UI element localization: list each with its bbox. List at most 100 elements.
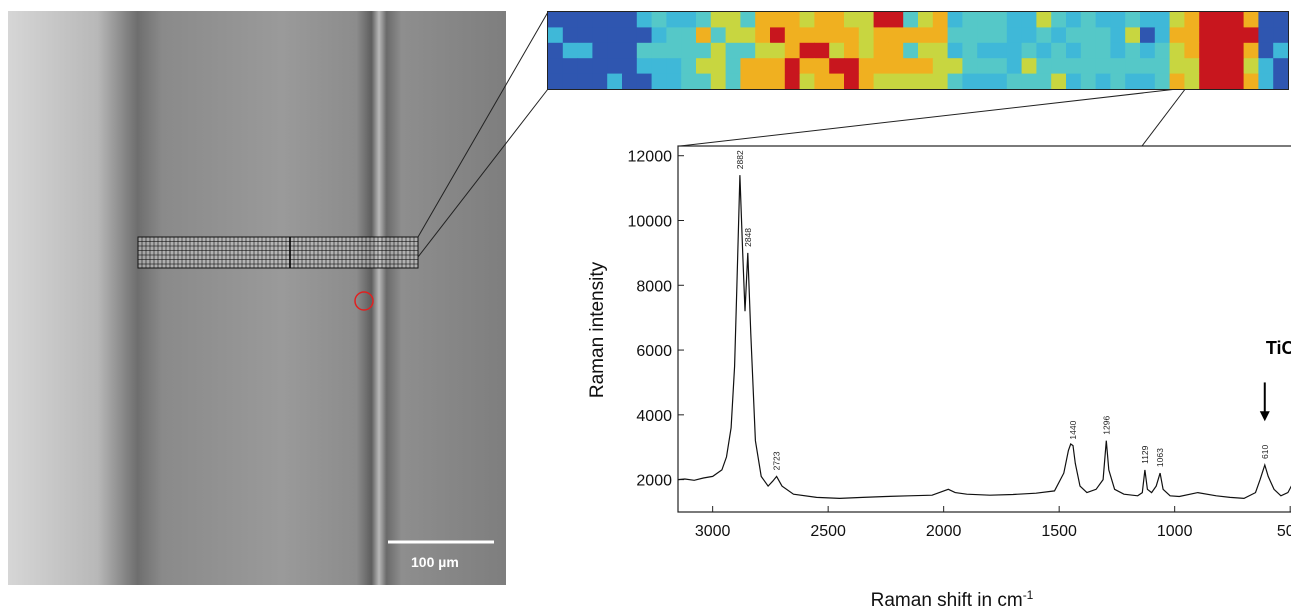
heatmap-cell <box>770 42 786 59</box>
x-axis-title: Raman shift in cm-1 <box>871 588 1034 611</box>
heatmap-cell <box>592 58 608 75</box>
y-tick-label: 10000 <box>628 213 673 230</box>
heatmap-cell <box>829 73 845 89</box>
heatmap-cell <box>799 58 815 75</box>
heatmap-cell <box>844 58 860 75</box>
heatmap-cell <box>725 12 741 28</box>
heatmap-cell <box>977 42 993 59</box>
heatmap-cell <box>992 42 1008 59</box>
heatmap-cell <box>607 12 623 28</box>
heatmap-cell <box>710 73 727 89</box>
heatmap-cell <box>858 27 875 44</box>
heatmap-cell <box>1154 73 1171 89</box>
heatmap-cell <box>873 58 889 75</box>
heatmap-cell <box>607 58 623 75</box>
heatmap-cell <box>844 12 860 28</box>
heatmap-cell <box>1080 12 1097 28</box>
heatmap-cell <box>725 27 741 44</box>
heatmap-cell <box>1006 73 1023 89</box>
heatmap-cell <box>858 42 875 59</box>
heatmap-cell <box>858 58 875 75</box>
heatmap-cell <box>622 12 638 28</box>
heatmap-cell <box>903 12 919 28</box>
heatmap-cell <box>1258 27 1274 44</box>
heatmap-cell <box>873 27 889 44</box>
heatmap-cell <box>903 42 919 59</box>
heatmap-cell <box>1258 42 1274 59</box>
heatmap-cell <box>607 27 623 44</box>
heatmap-cell <box>799 12 815 28</box>
heatmap-cell <box>1095 42 1111 59</box>
heatmap-cell <box>918 42 934 59</box>
heatmap-cell <box>814 58 830 75</box>
heatmap-cell <box>844 27 860 44</box>
peak-label: 610 <box>1260 445 1270 459</box>
heatmap-cell <box>636 27 653 44</box>
heatmap-cell <box>1273 58 1288 75</box>
heatmap-cell <box>607 73 623 89</box>
heatmap-cell <box>755 12 771 28</box>
peak-labels: 2882284827231440129611291063610445 <box>735 150 1270 470</box>
heatmap-cell <box>918 27 934 44</box>
heatmap-cell <box>1184 42 1200 59</box>
heatmap-cell <box>770 27 786 44</box>
heatmap-cell <box>977 73 993 89</box>
heatmap-cell <box>1066 73 1082 89</box>
heatmap-cell <box>725 73 741 89</box>
heatmap-cell <box>814 12 830 28</box>
heatmap-cell <box>636 58 653 75</box>
heatmap-cell <box>1273 27 1288 44</box>
heatmap-cell <box>548 27 564 44</box>
heatmap-cell <box>1095 73 1111 89</box>
heatmap-cell <box>740 58 756 75</box>
heatmap-cell <box>1006 27 1023 44</box>
heatmap-cell <box>814 42 830 59</box>
heatmap-cell <box>977 27 993 44</box>
heatmap-cell <box>947 42 963 59</box>
heatmap-cell <box>799 42 815 59</box>
heatmap-cell <box>1051 58 1067 75</box>
tio2-label-text: TiO <box>1266 338 1291 358</box>
heatmap-cell <box>858 12 875 28</box>
heatmap-cell <box>1125 58 1141 75</box>
x-axis-title-text: Raman shift in cm <box>871 590 1023 611</box>
heatmap-cell <box>592 73 608 89</box>
heatmap-cell <box>873 12 889 28</box>
heatmap-cell <box>962 58 978 75</box>
heatmap-cell <box>947 73 963 89</box>
heatmap-cell <box>725 58 741 75</box>
y-tick-label: 2000 <box>636 473 672 490</box>
y-tick-label: 6000 <box>636 343 672 360</box>
heatmap-cell <box>1036 42 1052 59</box>
x-axis: 3000 2500 2000 1500 1000 500 <box>695 506 1291 540</box>
heatmap-cell <box>710 27 727 44</box>
heatmap-cell <box>1169 12 1185 28</box>
heatmap-cell <box>770 73 786 89</box>
heatmap-cell <box>932 27 949 44</box>
x-axis-title-superscript: -1 <box>1023 588 1034 602</box>
heatmap-cell <box>1199 73 1215 89</box>
heatmap-cell <box>1051 73 1067 89</box>
raman-spectrum-chart: 2000 4000 6000 8000 10000 12000 3000 2500 2000 1… <box>587 145 1291 611</box>
heatmap-cell <box>1184 58 1200 75</box>
heatmap-cell <box>1214 73 1230 89</box>
x-tick-label: 2000 <box>926 523 962 540</box>
heatmap-cell <box>1214 58 1230 75</box>
heatmap-cell <box>1125 73 1141 89</box>
heatmap-cell <box>562 27 579 44</box>
heatmap-cell <box>962 42 978 59</box>
heatmap-cell <box>1199 58 1215 75</box>
peak-label: 1129 <box>1140 445 1150 464</box>
micrograph-image: 100 µm <box>8 11 506 585</box>
peak-label: 2882 <box>735 150 745 169</box>
peak-label: 1063 <box>1155 448 1165 467</box>
heatmap-cell <box>1273 73 1288 89</box>
heatmap-cell <box>903 27 919 44</box>
heatmap-cell <box>858 73 875 89</box>
heatmap-cell <box>992 73 1008 89</box>
peak-label: 1440 <box>1068 420 1078 439</box>
peak-label: 1296 <box>1101 416 1111 435</box>
heatmap-cell <box>1080 58 1097 75</box>
heatmap-cell <box>681 27 697 44</box>
heatmap-cell <box>1021 58 1037 75</box>
